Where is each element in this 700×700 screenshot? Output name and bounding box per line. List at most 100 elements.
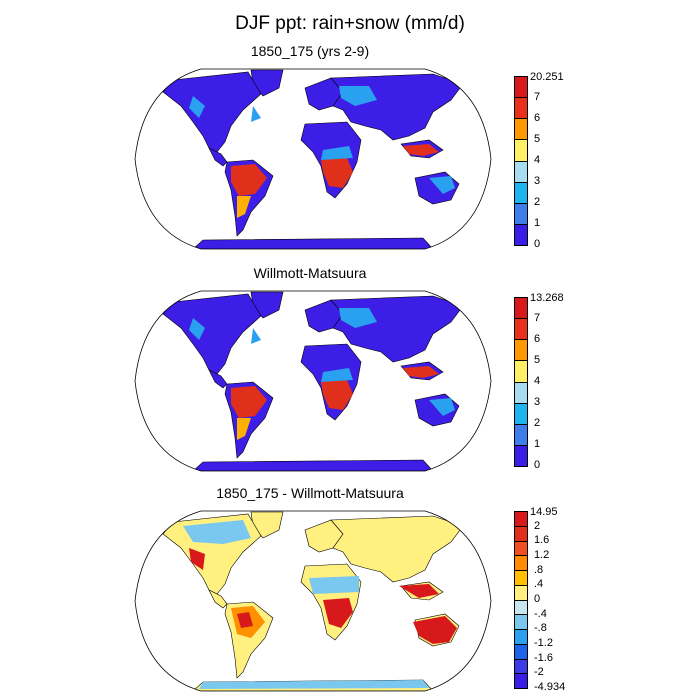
colorbar-label: 5 (534, 354, 541, 366)
colorbar-label: 13.268 (530, 292, 564, 304)
map-border (134, 510, 492, 692)
colorbar-box (515, 98, 527, 120)
figure-title: DJF ppt: rain+snow (mm/d) (235, 13, 465, 34)
precip-region (323, 598, 353, 628)
colorbar-box (515, 615, 527, 630)
colorbar-box (515, 644, 527, 660)
panel-3-colorbar (514, 511, 528, 689)
panel-1-colorbar (514, 76, 528, 246)
colorbar-label: -.8 (534, 622, 547, 635)
precip-region (189, 548, 205, 570)
colorbar-label: 4 (534, 154, 541, 166)
colorbar-box (515, 203, 527, 225)
colorbar-box (515, 119, 527, 141)
colorbar-box (515, 571, 527, 586)
panel-3-title: 1850_175 - Willmott-Matsuura (216, 485, 404, 501)
precip-region (237, 612, 253, 628)
precip-region (321, 158, 353, 188)
colorbar-box (515, 361, 527, 383)
precip-region (429, 398, 455, 416)
panel-2-map (134, 290, 492, 472)
precip-region (413, 616, 457, 644)
colorbar-box (515, 298, 527, 320)
colorbar-box (515, 659, 527, 675)
precip-region (399, 584, 439, 598)
colorbar-box (515, 340, 527, 362)
precip-region (189, 318, 205, 340)
colorbar-label: 6 (534, 112, 541, 124)
colorbar-label: 1 (534, 217, 541, 229)
land-asia (330, 515, 464, 583)
panel-2-colorbar (514, 297, 528, 467)
precip-region (321, 380, 353, 410)
colorbar-box (515, 224, 527, 245)
colorbar-box (515, 140, 527, 162)
colorbar-label: 3 (534, 175, 541, 187)
colorbar-label: .8 (534, 563, 544, 576)
colorbar-label: -1.2 (534, 637, 553, 649)
colorbar-label: -.4 (534, 607, 547, 620)
colorbar-label: 2 (534, 417, 541, 429)
precip-region (231, 164, 267, 196)
colorbar-box (515, 674, 527, 688)
colorbar-label: -4.934 (534, 681, 566, 693)
precip-region (403, 144, 439, 156)
precip-region (237, 418, 251, 440)
colorbar-label: -1.6 (534, 651, 553, 664)
panel-1-map (134, 68, 492, 250)
colorbar-box (515, 630, 527, 645)
colorbar-label: 0 (534, 238, 541, 250)
colorbar-label: 7 (534, 312, 541, 324)
land-camerica (208, 589, 228, 609)
land-antarctica (192, 459, 434, 471)
map-border (134, 68, 492, 250)
precip-region (231, 386, 267, 418)
precip-region (429, 176, 455, 194)
colorbar-box (515, 424, 527, 446)
colorbar-box (515, 403, 527, 425)
colorbar-label: 3 (534, 396, 541, 408)
colorbar-label: .4 (534, 578, 544, 591)
precip-region (199, 680, 429, 689)
colorbar-label: -2 (534, 666, 544, 679)
colorbar-label: 0 (534, 593, 541, 605)
panel-3-map (134, 510, 492, 692)
precip-region (339, 86, 377, 106)
colorbar-box (515, 556, 527, 571)
land-antarctica (192, 237, 434, 249)
panel-1-title: 1850_175 (yrs 2-9) (250, 43, 370, 59)
map-border (134, 290, 492, 472)
precip-region (251, 328, 261, 344)
precip-region (403, 366, 439, 378)
colorbar-label: 2 (534, 519, 541, 532)
colorbar-label: 20.251 (530, 71, 564, 83)
colorbar-label: 1.2 (534, 549, 550, 561)
colorbar-box (515, 319, 527, 341)
colorbar-box (515, 182, 527, 204)
precip-region (321, 146, 353, 160)
panel-2-title: Willmott-Matsuura (253, 265, 367, 281)
colorbar-box (515, 585, 527, 601)
colorbar-label: 1 (534, 438, 541, 450)
colorbar-label: 4 (534, 375, 541, 387)
colorbar-box (515, 541, 527, 557)
colorbar-label: 6 (534, 333, 541, 345)
land-camerica (208, 369, 228, 389)
colorbar-label: 7 (534, 91, 541, 103)
land-camerica (208, 147, 228, 167)
colorbar-label: 0 (534, 459, 541, 471)
precip-region (309, 576, 359, 594)
colorbar-box (515, 526, 527, 542)
colorbar-label: 14.95 (530, 506, 558, 518)
colorbar-box (515, 161, 527, 183)
colorbar-label: 1.6 (534, 534, 550, 547)
precip-region (189, 96, 205, 118)
colorbar-label: 5 (534, 133, 541, 145)
precip-region (237, 196, 251, 218)
precip-region (183, 520, 251, 544)
colorbar-box (515, 600, 527, 616)
colorbar-box (515, 77, 527, 99)
colorbar-box (515, 445, 527, 466)
precip-region (251, 106, 261, 122)
colorbar-box (515, 512, 527, 527)
